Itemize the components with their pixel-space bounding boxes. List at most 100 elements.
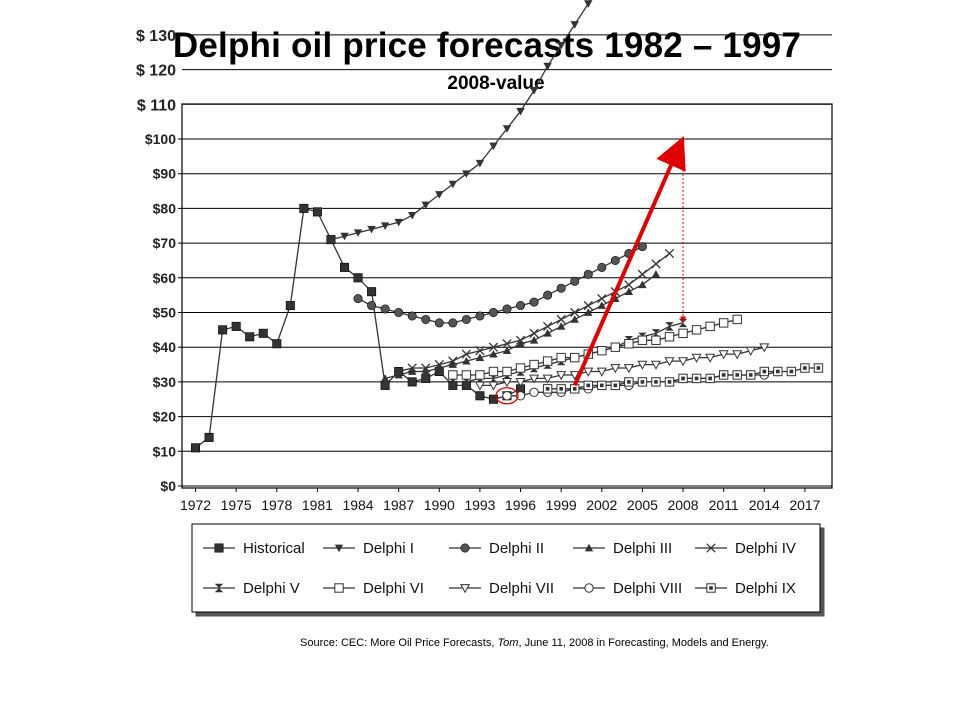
legend-marker	[214, 543, 224, 553]
legend-label: Delphi IX	[735, 580, 796, 597]
data-point-historical	[380, 380, 390, 390]
x-tick-label: 2005	[627, 497, 658, 513]
data-point-delphi-ix	[732, 370, 742, 380]
x-tick-label: 1993	[464, 497, 495, 513]
data-point-delphi-vii	[705, 353, 716, 363]
data-point-delphi-ix	[718, 370, 729, 380]
data-point-delphi-ii	[434, 318, 444, 328]
data-point-delphi-vi	[461, 370, 472, 380]
data-point-delphi-iii	[529, 336, 539, 344]
y-tick-label: $70	[153, 235, 177, 251]
data-point-delphi-vii	[529, 374, 540, 384]
data-point-delphi-vii	[501, 378, 513, 388]
data-point-delphi-iv	[475, 346, 485, 356]
legend-item-delphi-i: Delphi I	[323, 540, 414, 557]
data-point-delphi-vii	[583, 367, 594, 377]
data-point-delphi-ii	[556, 283, 566, 293]
data-point-delphi-iv	[583, 300, 593, 311]
series-delphi-vii	[474, 343, 770, 391]
data-point-historical	[272, 339, 282, 349]
y-tick-label: $30	[153, 374, 177, 390]
series-line-historical	[195, 207, 521, 449]
data-point-historical	[231, 321, 241, 331]
x-axis-ticks: 1972 1975 1978 1981 1984 1987 1990 1993 1996 1999…	[180, 488, 821, 513]
data-point-delphi-i	[448, 180, 458, 189]
data-point-historical	[285, 301, 295, 311]
data-point-delphi-i	[394, 218, 403, 227]
data-point-delphi-iii	[556, 322, 566, 330]
data-point-delphi-ii	[570, 276, 580, 286]
data-point-delphi-ii	[610, 255, 620, 265]
data-point-delphi-ix	[705, 373, 715, 384]
data-point-delphi-vii	[732, 350, 743, 360]
x-tick-label: 1996	[505, 497, 536, 513]
y-tick-label: $90	[153, 166, 177, 182]
data-point-delphi-ii	[353, 294, 363, 304]
data-point-delphi-iii	[516, 339, 525, 348]
data-point-delphi-iii	[651, 270, 661, 278]
source-prefix: Source: CEC: More Oil Price Forecasts,	[300, 637, 498, 649]
data-point-delphi-vi	[556, 352, 566, 363]
highlight-circle	[495, 387, 519, 405]
data-point-delphi-ix	[800, 363, 810, 373]
data-point-delphi-iii	[489, 349, 498, 358]
y-axis-ticks: $0 $10 $20 $30 $40 $50 $60 $70 $80 $90 $100 $ 110 $ …	[136, 28, 182, 494]
legend-label: Historical	[243, 540, 305, 557]
legend-label: Delphi I	[363, 540, 414, 557]
data-point-delphi-v	[678, 318, 688, 328]
y-tick-label: $100	[145, 131, 176, 147]
data-point-delphi-i	[489, 142, 498, 151]
data-point-delphi-vi	[664, 332, 675, 342]
data-point-delphi-i	[340, 232, 349, 241]
legend-label: Delphi II	[489, 540, 544, 557]
data-point-delphi-vii	[664, 357, 675, 367]
legend-item-delphi-iv: Delphi IV	[695, 540, 796, 557]
data-point-delphi-vi	[624, 339, 634, 349]
data-point-delphi-iii	[638, 280, 647, 289]
series-delphi-ix	[542, 363, 824, 394]
data-point-delphi-vii	[650, 360, 662, 370]
legend-item-delphi-iii: Delphi III	[573, 540, 672, 557]
data-point-delphi-ix	[624, 377, 634, 387]
x-tick-label: 2002	[586, 497, 617, 513]
source-suffix: , June 11, 2008 in Forecasting, Models a…	[518, 637, 769, 649]
data-point-historical	[312, 207, 322, 217]
y-tick-label: $20	[153, 409, 177, 425]
legend-label: Delphi III	[613, 540, 672, 557]
data-point-delphi-vi	[515, 363, 526, 373]
data-point-delphi-iii	[380, 374, 390, 382]
data-point-delphi-ii	[583, 269, 593, 279]
x-tick-label: 1981	[302, 497, 333, 513]
data-point-delphi-vi	[732, 314, 742, 325]
data-point-delphi-ix	[556, 384, 566, 394]
data-point-delphi-iv	[407, 363, 417, 373]
x-tick-label: 1990	[424, 497, 455, 513]
data-point-delphi-iv	[502, 339, 512, 349]
source-author: Tom	[497, 637, 519, 649]
data-point-delphi-viii	[529, 387, 539, 398]
legend-marker	[214, 583, 224, 593]
data-point-delphi-iii	[543, 329, 552, 337]
legend-box	[191, 523, 821, 613]
data-point-delphi-ix	[664, 377, 675, 387]
data-point-delphi-iv	[488, 342, 499, 352]
y-tick-label: $ 130	[136, 28, 176, 45]
data-point-delphi-ix	[583, 380, 593, 391]
data-point-delphi-ii	[502, 304, 512, 314]
data-point-delphi-vii	[677, 357, 689, 367]
data-point-delphi-iii	[448, 360, 458, 368]
data-point-delphi-i	[584, 0, 593, 8]
x-tick-label: 1972	[180, 497, 211, 513]
data-point-delphi-v	[448, 377, 458, 387]
data-point-delphi-i	[516, 107, 525, 116]
legend-item-delphi-v: Delphi V	[203, 580, 300, 597]
data-point-delphi-ii	[488, 307, 498, 317]
data-point-delphi-ii	[543, 290, 553, 300]
x-tick-label: 1984	[342, 497, 373, 513]
data-point-delphi-vii	[569, 371, 580, 381]
data-point-historical	[421, 373, 431, 383]
y-tick-label: $80	[153, 200, 177, 216]
chart-title: Delphi oil price forecasts 1982 – 1997	[172, 26, 802, 65]
data-point-delphi-vi	[448, 370, 458, 380]
